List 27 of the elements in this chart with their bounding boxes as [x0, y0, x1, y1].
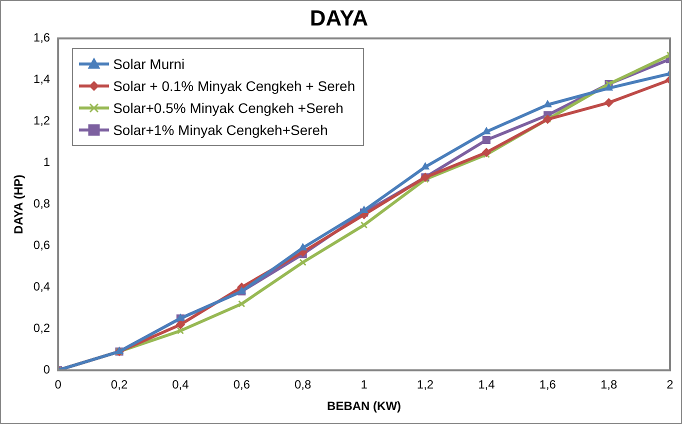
- legend-label: Solar + 0.1% Minyak Cengkeh + Sereh: [113, 78, 356, 94]
- x-tick-label: 1: [360, 378, 368, 392]
- y-tick-label: 0: [43, 362, 50, 377]
- x-tick-label: 0,8: [294, 378, 312, 392]
- x-tick-label: 0,4: [172, 378, 190, 392]
- x-tick-label: 1,6: [539, 378, 556, 392]
- legend-label: Solar+0.5% Minyak Cengkeh +Sereh: [113, 100, 344, 116]
- x-tick-label: 1,4: [478, 378, 496, 392]
- y-tick-label: 1,4: [33, 72, 50, 86]
- x-tick-label: 1,8: [600, 378, 618, 392]
- y-tick-label: 1,6: [33, 30, 50, 45]
- chart-title: DAYA: [310, 5, 368, 30]
- y-tick-label: 0,4: [33, 280, 50, 294]
- legend-label: Solar+1% Minyak Cengkeh+Sereh: [113, 122, 328, 138]
- y-axis-title: DAYA (HP): [12, 174, 26, 234]
- x-tick-label: 0: [54, 378, 62, 392]
- y-tick-label: 1: [43, 155, 50, 170]
- y-tick-label: 0,6: [33, 238, 50, 252]
- y-tick-label: 1,2: [33, 114, 50, 128]
- y-tick-label: 0,2: [33, 321, 50, 336]
- x-tick-label: 1,2: [416, 378, 434, 392]
- x-axis-title: BEBAN (KW): [327, 399, 402, 414]
- y-tick-label: 0,8: [33, 196, 50, 211]
- legend-label: Solar Murni: [113, 56, 185, 72]
- x-tick-label: 0,6: [233, 378, 250, 392]
- x-tick-label: 0,2: [110, 378, 128, 392]
- x-tick-label: 2: [666, 378, 674, 392]
